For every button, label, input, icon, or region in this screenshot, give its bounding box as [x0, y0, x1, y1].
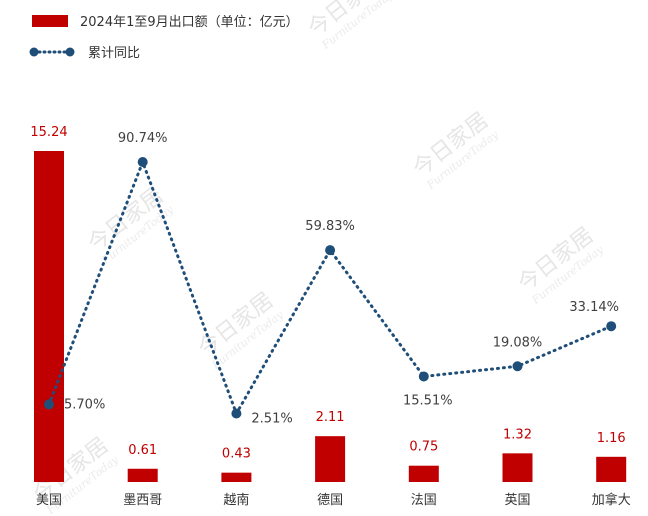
- yoy-marker-加拿大: [606, 321, 617, 332]
- yoy-marker-英国: [512, 361, 523, 372]
- bars: [34, 151, 627, 482]
- yoy-marker-美国: [44, 399, 54, 410]
- bar-英国: [502, 453, 533, 482]
- yoy-marker-越南: [231, 408, 242, 419]
- yoy-label-越南: 2.51%: [251, 412, 292, 427]
- legend-bar-swatch: [32, 15, 68, 27]
- bar-label-德国: 2.11: [316, 410, 345, 425]
- bar-labels: 15.24 0.61 0.43 2.11 0.75 1.32 1.16: [30, 125, 625, 462]
- bar-加拿大: [596, 456, 627, 482]
- bar-法国: [408, 465, 439, 482]
- yoy-marker-德国: [325, 245, 336, 256]
- yoy-label-英国: 19.08%: [493, 335, 543, 350]
- category-label: 加拿大: [592, 492, 631, 508]
- bar-美国: [34, 151, 64, 482]
- line-labels: 5.70% 90.74% 2.51% 59.83% 15.51% 19.08% 33.14%: [64, 131, 619, 427]
- legend-line-marker-left: [29, 47, 39, 57]
- bar-label-美国: 15.24: [30, 125, 67, 140]
- legend: 2024年1至9月出口额（单位：亿元） 累计同比: [29, 15, 299, 61]
- bar-越南: [221, 472, 252, 482]
- yoy-marker-墨西哥: [137, 157, 148, 167]
- cumulative-yoy-line: [44, 157, 617, 419]
- bar-墨西哥: [127, 468, 158, 482]
- yoy-label-美国: 5.70%: [64, 397, 105, 412]
- yoy-label-加拿大: 33.14%: [569, 300, 619, 315]
- bar-德国: [315, 436, 346, 482]
- yoy-label-法国: 15.51%: [403, 393, 453, 408]
- yoy-marker-法国: [418, 371, 429, 382]
- category-label: 墨西哥: [123, 493, 162, 508]
- category-label: 英国: [504, 493, 530, 508]
- legend-line-label: 累计同比: [88, 46, 140, 61]
- category-label: 越南: [223, 492, 249, 508]
- category-label: 美国: [36, 493, 62, 508]
- bar-label-越南: 0.43: [222, 447, 251, 462]
- category-label: 法国: [411, 493, 437, 508]
- bar-label-加拿大: 1.16: [597, 431, 626, 446]
- bar-label-墨西哥: 0.61: [128, 443, 157, 458]
- legend-line-marker-right: [65, 47, 75, 57]
- bar-label-法国: 0.75: [409, 440, 438, 455]
- legend-bar-label: 2024年1至9月出口额（单位：亿元）: [80, 15, 299, 30]
- yoy-label-墨西哥: 90.74%: [118, 131, 168, 146]
- yoy-label-德国: 59.83%: [305, 219, 355, 234]
- category-label: 德国: [317, 493, 343, 508]
- bar-label-英国: 1.32: [503, 427, 532, 442]
- category-labels: 美国 墨西哥 越南 德国 法国 英国 加拿大: [36, 492, 631, 508]
